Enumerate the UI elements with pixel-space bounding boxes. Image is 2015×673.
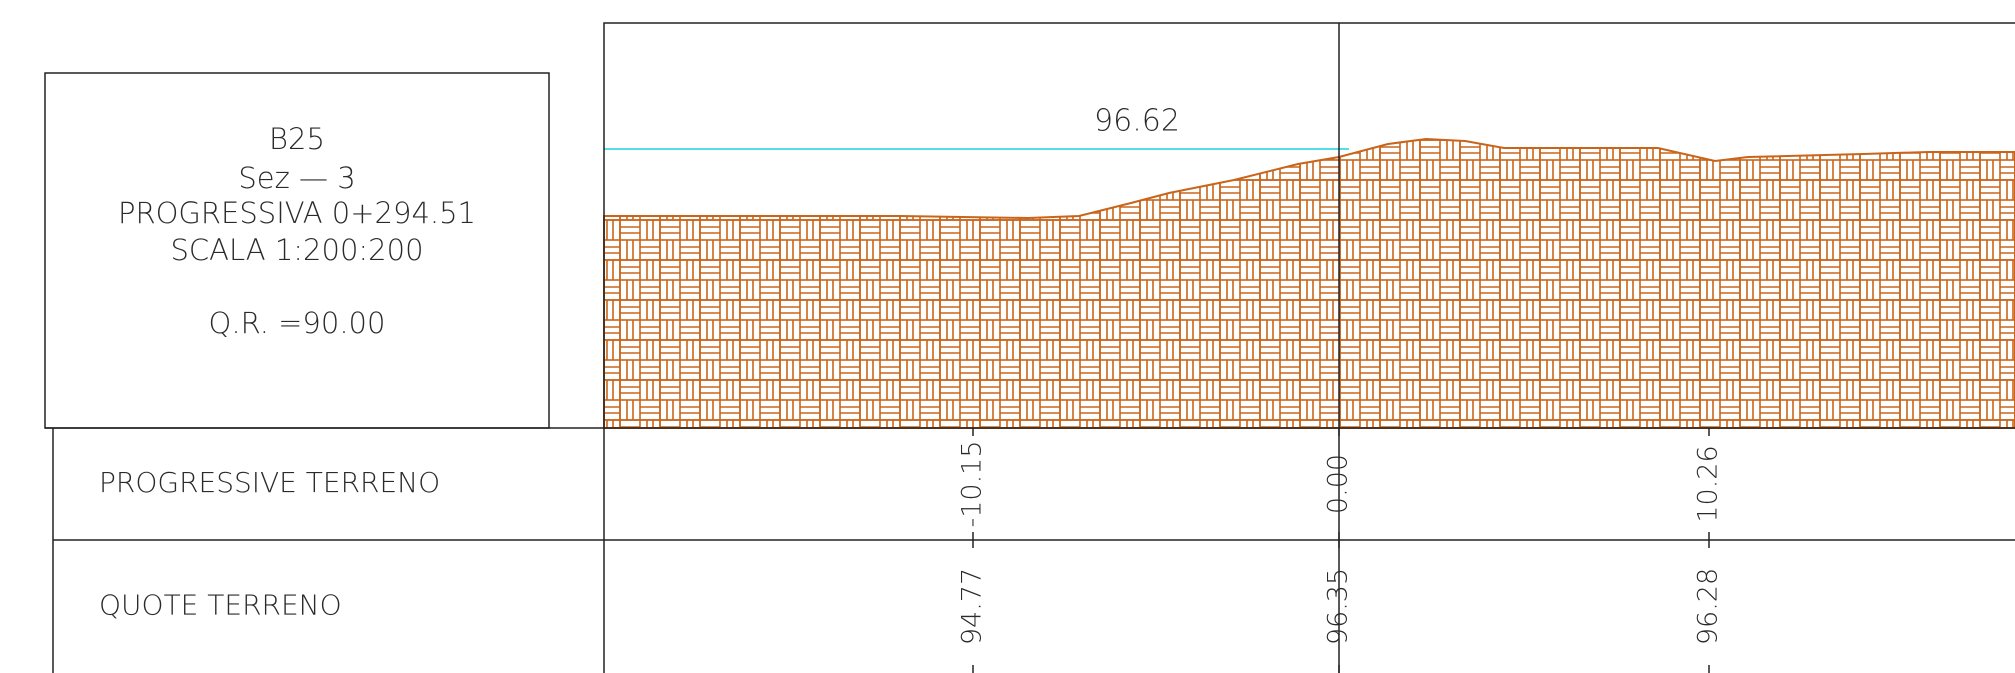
row-label: QUOTE TERRENO [99, 589, 342, 622]
title-line: Sez — 3 [238, 161, 355, 195]
row-value: 94.77 [957, 568, 988, 645]
row-value: -10.15 [957, 440, 988, 527]
plot-frame [603, 22, 2015, 428]
reference-level: 96.62 [1094, 104, 1180, 139]
title-line: SCALA 1:200:200 [170, 233, 423, 267]
terrain-fill [603, 137, 2015, 429]
row-value: 10.26 [1693, 445, 1724, 522]
row-value: 96.35 [1323, 568, 1354, 645]
title-line: B25 [269, 122, 325, 156]
row-label: PROGRESSIVE TERRENO [99, 466, 440, 499]
title-line: Q.R. =90.00 [209, 306, 386, 340]
title-line: PROGRESSIVA 0+294.51 [118, 196, 476, 230]
row-value: 96.28 [1693, 568, 1724, 645]
row-value: 0.00 [1323, 454, 1354, 514]
